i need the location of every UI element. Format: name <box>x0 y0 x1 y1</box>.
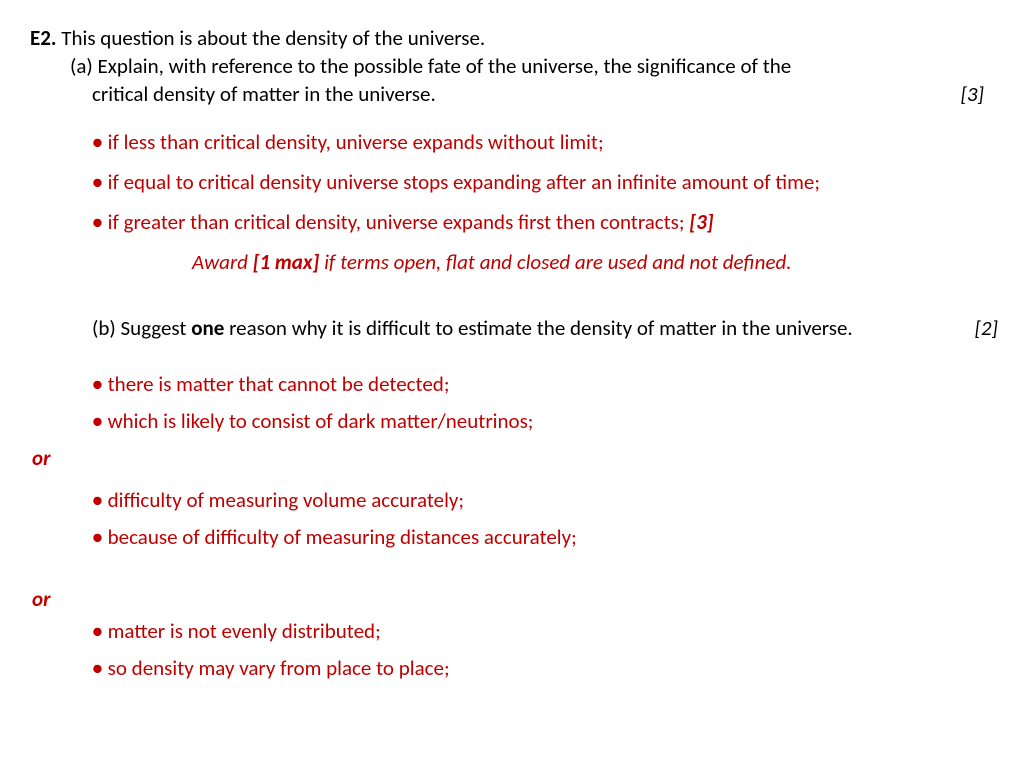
bullet-icon <box>92 489 103 511</box>
part-a-line1: (a) Explain, with reference to the possi… <box>30 53 994 79</box>
answer-b-item-6: so density may vary from place to place; <box>92 655 994 681</box>
bullet-icon <box>92 131 103 153</box>
bullet-icon <box>92 171 103 193</box>
answer-a-text-3: if greater than critical density, univer… <box>103 209 689 235</box>
answer-a-item-1: if less than critical density, universe … <box>92 129 994 155</box>
answer-b-text-6: so density may vary from place to place; <box>103 655 450 681</box>
answer-b-text-2: which is likely to consist of dark matte… <box>103 408 534 434</box>
answer-b-item-2: which is likely to consist of dark matte… <box>92 408 994 434</box>
answer-b-item-4: because of difficulty of measuring dista… <box>92 524 994 550</box>
answer-a-bullets: if less than critical density, universe … <box>30 129 994 275</box>
award-text-1: Award <box>192 249 253 275</box>
answer-b-text-5: matter is not evenly distributed; <box>103 618 381 644</box>
answer-b-item-5: matter is not evenly distributed; <box>92 618 994 644</box>
part-a-line2: critical density of matter in the univer… <box>30 81 994 107</box>
bullet-icon <box>92 526 103 548</box>
or-separator-1: or <box>30 445 994 471</box>
answer-b-item-3: difficulty of measuring volume accuratel… <box>92 487 994 513</box>
answer-a-item-2: if equal to critical density universe st… <box>92 169 994 195</box>
question-stem: This question is about the density of th… <box>57 25 486 51</box>
award-text-2: if terms open, flat and closed are used … <box>319 249 791 275</box>
bullet-icon <box>92 410 103 432</box>
part-a-text2: critical density of matter in the univer… <box>92 81 436 107</box>
answer-b-text-1: there is matter that cannot be detected; <box>103 371 450 397</box>
bullet-icon <box>92 373 103 395</box>
award-note: Award [1 max] if terms open, flat and cl… <box>92 249 994 275</box>
or-separator-2: or <box>30 586 994 612</box>
bullet-icon <box>92 620 103 642</box>
part-b-marks: [2] <box>974 315 998 341</box>
answer-a-text-2: if equal to critical density universe st… <box>103 169 820 195</box>
bullet-icon <box>92 657 103 679</box>
question-header: E2. This question is about the density o… <box>30 25 994 51</box>
answer-a-item-3: if greater than critical density, univer… <box>92 209 994 235</box>
part-b-text-1: (b) Suggest <box>92 315 191 341</box>
bullet-icon <box>92 211 103 233</box>
part-b-line: (b) Suggest one reason why it is difficu… <box>30 315 994 341</box>
question-number: E2. <box>30 25 57 51</box>
answer-b-text-4: because of difficulty of measuring dista… <box>103 524 577 550</box>
answer-b-item-1: there is matter that cannot be detected; <box>92 371 994 397</box>
answer-a-mark: [3] <box>689 209 713 235</box>
part-b-bold: one <box>191 315 224 341</box>
answer-b-group-2: difficulty of measuring volume accuratel… <box>30 487 994 550</box>
answer-b-text-3: difficulty of measuring volume accuratel… <box>103 487 464 513</box>
part-a-text1: (a) Explain, with reference to the possi… <box>70 53 791 79</box>
answer-b-group-3: matter is not evenly distributed; so den… <box>30 618 994 681</box>
part-a-marks: [3] <box>960 81 984 107</box>
part-b-text-2: reason why it is difficult to estimate t… <box>224 315 852 341</box>
award-mark: [1 max] <box>253 249 320 275</box>
answer-b-group-1: there is matter that cannot be detected;… <box>30 371 994 434</box>
answer-a-text-1: if less than critical density, universe … <box>103 129 604 155</box>
